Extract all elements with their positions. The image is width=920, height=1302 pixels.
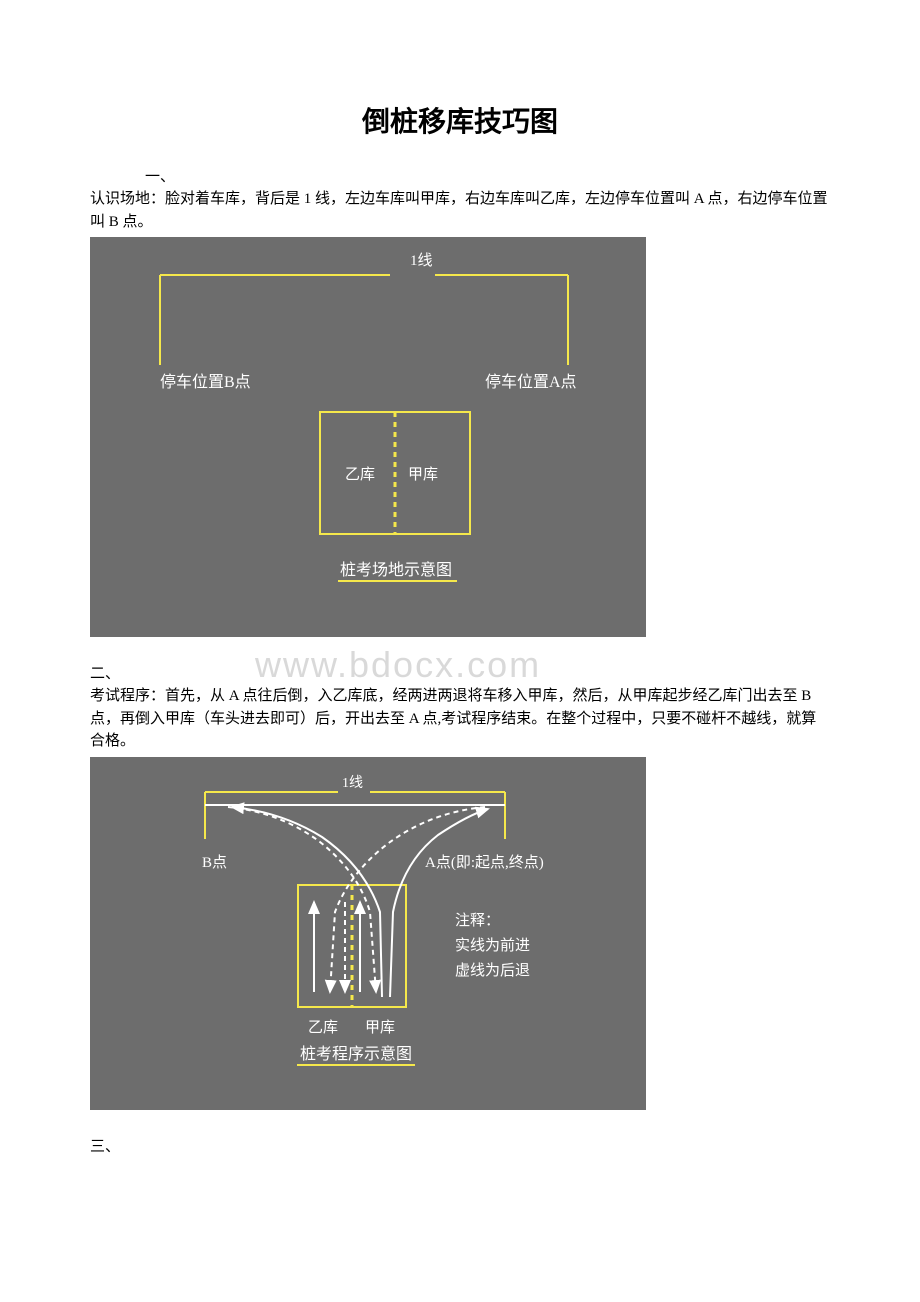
diagram2-garage-left: 乙库 [308,1019,338,1036]
diagram1-right-label: 停车位置A点 [485,373,577,391]
diagram1-garage-right: 甲库 [408,466,438,483]
diagram2-caption: 桩考程序示意图 [300,1044,412,1063]
diagram2-left-label: B点 [202,854,227,871]
diagram1-top-label: 1线 [410,252,433,269]
diagram-2-exam-procedure: 1线 B点 A点(即:起点,终点) 乙库 甲库 桩考程序示意图 注释： 实线为前… [90,757,646,1110]
watermark-text: www.bdocx.com [255,644,541,686]
diagram2-note-line2: 虚线为后退 [455,962,530,979]
diagram-2-svg: 1线 B点 A点(即:起点,终点) 乙库 甲库 桩考程序示意图 注释： 实线为前… [90,757,646,1110]
diagram-1-field-layout: 1线 停车位置B点 停车位置A点 乙库 甲库 桩考场地示意图 [90,237,646,637]
diagram2-note-title: 注释： [455,912,500,929]
section-1-number: 一、 [145,165,830,186]
section-3-number: 三、 [90,1135,830,1156]
page-title: 倒桩移库技巧图 [90,100,830,140]
section-1-paragraph: 认识场地：脸对着车库，背后是 1 线，左边车库叫甲库，右边车库叫乙库，左边停车位… [90,188,830,233]
diagram2-top-label: 1线 [342,775,363,791]
section-2-paragraph: 考试程序：首先，从 A 点往后倒，入乙库底，经两进两退将车移入甲库，然后，从甲库… [90,685,830,753]
diagram2-garage-right: 甲库 [365,1019,395,1036]
diagram1-caption: 桩考场地示意图 [340,560,452,579]
diagram1-garage-left: 乙库 [345,466,375,483]
diagram1-left-label: 停车位置B点 [160,373,251,391]
diagram-1-svg: 1线 停车位置B点 停车位置A点 乙库 甲库 桩考场地示意图 [90,237,646,637]
diagram2-right-label: A点(即:起点,终点) [425,854,544,871]
diagram2-note-line1: 实线为前进 [455,937,530,954]
